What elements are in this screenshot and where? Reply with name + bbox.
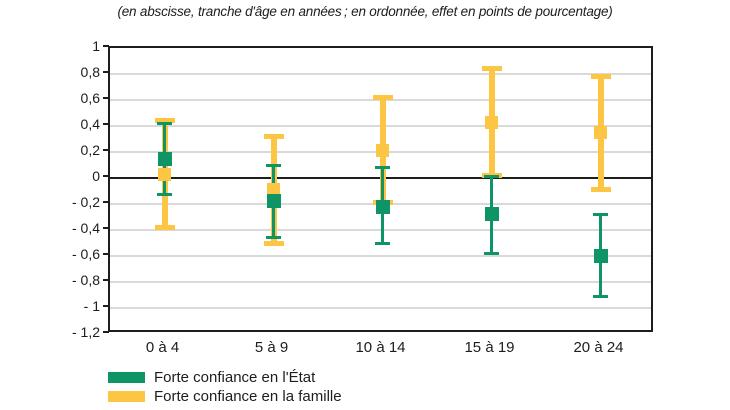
y-axis-tick <box>103 253 109 255</box>
y-axis-tick-label: 0,4 <box>80 116 100 132</box>
y-axis-tick <box>103 305 109 307</box>
error-bar-cap-yellow-upper <box>481 66 502 72</box>
error-bar-cap-yellow-upper <box>263 133 284 139</box>
gridline <box>110 229 651 231</box>
error-bar-cap-green-upper <box>266 163 281 167</box>
data-point-yellow <box>594 126 607 139</box>
y-axis-tick <box>103 123 109 125</box>
y-axis-tick-label: 0,8 <box>80 64 100 80</box>
y-axis-tick <box>103 97 109 99</box>
x-axis-category-label: 15 à 19 <box>464 339 515 356</box>
error-bar-cap-yellow-lower <box>590 187 611 193</box>
error-bar-cap-green-lower <box>266 236 281 240</box>
y-axis-tick-label: 0,2 <box>80 142 100 158</box>
error-bar-cap-green-upper <box>375 166 390 170</box>
y-axis-tick <box>103 227 109 229</box>
error-bar-cap-yellow-lower <box>154 224 175 230</box>
legend-swatch-green-icon <box>108 371 145 383</box>
x-axis-category-label: 5 à 9 <box>254 339 289 356</box>
y-axis-tick-label: 1 <box>92 38 100 54</box>
legend-label: Forte confiance en l'État <box>154 368 316 386</box>
gridline <box>110 73 651 75</box>
data-point-green <box>157 151 172 166</box>
plot-area <box>108 46 653 332</box>
error-bar-cap-green-lower <box>375 241 390 245</box>
error-bar-cap-yellow-upper <box>372 94 393 100</box>
error-bar-cap-yellow-upper <box>590 74 611 80</box>
data-point-yellow <box>158 167 171 181</box>
error-bar-cap-green-upper <box>157 121 172 125</box>
y-axis-tick-label: 0,6 <box>80 90 100 106</box>
error-bar-cap-green-lower <box>593 294 608 298</box>
chart-subtitle: (en abscisse, tranche d'âge en années ; … <box>117 4 613 19</box>
gridline <box>110 255 651 257</box>
y-axis-tick-label: - 0,8 <box>71 272 100 288</box>
y-axis-tick-label: 0 <box>92 168 100 184</box>
data-point-yellow <box>376 144 389 158</box>
x-axis-category-label: 20 à 24 <box>573 339 624 356</box>
data-point-green <box>484 207 499 222</box>
y-axis-tick <box>103 175 109 177</box>
y-axis-tick <box>103 45 109 47</box>
data-point-yellow <box>485 115 498 129</box>
x-axis-category-label: 10 à 14 <box>355 339 406 356</box>
legend-label: Forte confiance en la famille <box>154 387 342 405</box>
legend-item: Forte confiance en l'État <box>108 368 342 386</box>
data-point-green <box>593 249 608 263</box>
x-axis-category-label: 0 à 4 <box>145 339 180 356</box>
error-bar-cap-yellow-lower <box>263 240 284 246</box>
error-bar-cap-green-lower <box>157 193 172 197</box>
data-point-green <box>266 194 281 209</box>
error-bar-cap-green-upper <box>593 212 608 216</box>
y-axis-tick-label: - 0,6 <box>71 246 100 262</box>
error-bar-cap-green-lower <box>484 251 499 255</box>
y-axis-tick <box>103 201 109 203</box>
y-axis-tick <box>103 149 109 151</box>
gridline <box>110 281 651 283</box>
y-axis-tick-label: - 0,2 <box>71 194 100 210</box>
y-axis-tick <box>103 71 109 73</box>
data-point-green <box>375 199 390 214</box>
y-axis-tick <box>103 279 109 281</box>
gridline <box>110 307 651 309</box>
legend-swatch-yellow-icon <box>108 390 145 402</box>
y-axis-tick <box>103 331 109 333</box>
error-bar-cap-green-upper <box>484 175 499 179</box>
data-point-yellow <box>267 183 280 197</box>
y-axis-tick-label: - 1 <box>83 298 100 314</box>
y-axis-tick-label: - 1,2 <box>71 324 100 340</box>
legend: Forte confiance en l'État Forte confiance… <box>108 368 342 406</box>
error-bar-cap-yellow-upper <box>154 118 175 124</box>
y-axis-tick-label: - 0,4 <box>71 220 100 236</box>
legend-item: Forte confiance en la famille <box>108 387 342 405</box>
